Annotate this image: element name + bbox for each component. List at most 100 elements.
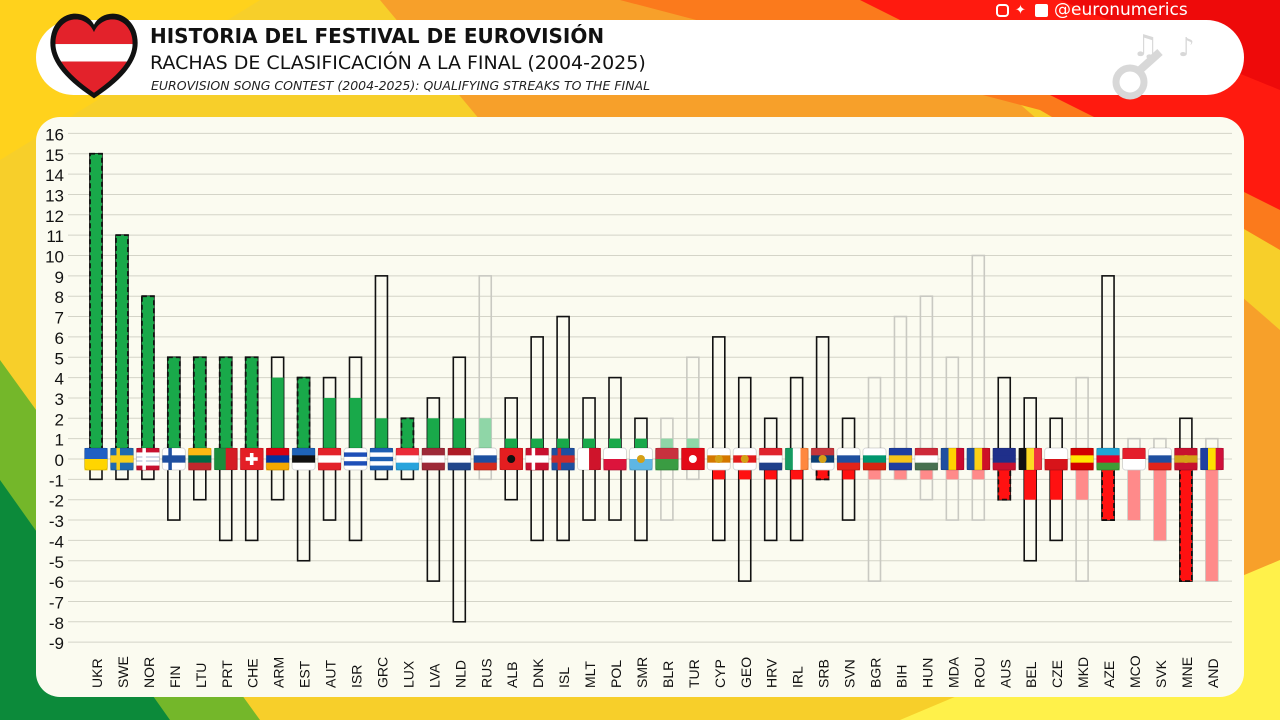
y-tick-label: 11 — [46, 227, 64, 246]
flag-icon-ukr — [84, 447, 108, 471]
flag-stripe — [369, 452, 393, 458]
flag-stripe — [1122, 448, 1146, 460]
y-tick-label: 3 — [55, 390, 64, 409]
flag-stripe — [733, 462, 757, 471]
flag-stripe — [966, 448, 975, 470]
x-tick-label: MLT — [582, 661, 598, 688]
flag-icon-est — [291, 447, 316, 471]
flag-border — [888, 447, 913, 471]
flag-icon-mkd — [1070, 447, 1095, 471]
y-tick-label: 2 — [55, 410, 64, 429]
x-tick-label: EST — [297, 660, 313, 688]
current-streak-bar — [323, 397, 336, 459]
flag-icon-arm — [265, 447, 290, 471]
flag-stripe — [292, 448, 316, 456]
flag-icon-bgr — [862, 447, 887, 471]
max-qualifying-streak-bar — [556, 315, 570, 460]
max-qualifying-streak-bar — [945, 356, 960, 460]
flag-stripe — [421, 448, 445, 456]
flag-icon-lva — [421, 447, 446, 471]
music-notes-icon: ♫ ♪ — [1112, 29, 1195, 100]
flag-border — [628, 447, 653, 471]
x-tick-label: SVN — [842, 659, 858, 688]
flag-stripe — [136, 461, 160, 466]
x-tick-label: NLD — [452, 660, 468, 688]
flag-stripe — [837, 462, 861, 471]
flag-stripe — [136, 448, 160, 453]
instagram-icon[interactable] — [996, 3, 1009, 17]
flag-border — [265, 447, 290, 471]
y-tick-label: -5 — [49, 553, 64, 572]
flag-emblem — [688, 455, 697, 463]
flag-border — [1070, 447, 1095, 471]
flag-border — [836, 447, 861, 471]
flag-stripe — [1200, 448, 1209, 470]
x-tick-label: POL — [608, 660, 624, 688]
flag-icon-swe — [109, 447, 134, 471]
x-tick-label: DNK — [530, 658, 546, 688]
flag-emblem — [818, 455, 827, 463]
flag-icon-rou — [966, 447, 991, 471]
flag-stripe — [811, 448, 835, 456]
flag-stripe — [863, 448, 886, 456]
x-tick-label: LTU — [193, 663, 209, 688]
flag-border — [187, 447, 212, 471]
flag-icon-cze — [1044, 447, 1069, 471]
chart-panel — [36, 117, 1244, 697]
bluesky-icon[interactable]: ✦ — [1015, 2, 1026, 18]
flag-stripe — [837, 448, 861, 456]
flag-stripe — [447, 455, 471, 463]
flag-stripe — [188, 455, 212, 463]
flag-border — [940, 447, 965, 471]
flag-border — [1147, 447, 1172, 471]
social-handle[interactable]: @euronumerics — [1054, 0, 1188, 20]
flag-stripe — [1044, 448, 1068, 460]
y-tick-label: 7 — [55, 309, 64, 328]
current-streak-bar — [271, 377, 284, 459]
y-tick-label: -2 — [49, 492, 64, 511]
flag-stripe — [421, 455, 445, 463]
flag-icon-tur — [680, 447, 705, 471]
flag-border — [1096, 447, 1121, 471]
flag-border — [680, 447, 705, 471]
flag-stripe — [1148, 462, 1172, 471]
flag-stripe — [1174, 448, 1198, 456]
flag-stripe — [1096, 455, 1120, 463]
flag-stripe — [421, 462, 445, 471]
chart-subtitle: RACHAS DE CLASIFICACIÓN A LA FINAL (2004… — [150, 52, 646, 74]
y-tick-label: -1 — [49, 471, 64, 490]
flag-stripe — [1122, 459, 1146, 471]
current-streak-bar — [1205, 459, 1218, 582]
flag-border — [109, 447, 134, 471]
flag-icon-bel — [1018, 447, 1043, 471]
x-tick-label: SMR — [634, 657, 650, 688]
flag-border — [603, 447, 627, 471]
x-tick-label: RUS — [478, 658, 494, 688]
flag-stripe — [369, 465, 393, 471]
flag-cross — [110, 457, 134, 461]
flag-stripe — [655, 459, 679, 471]
flag-stripe — [188, 462, 212, 471]
flag-icon-bih — [888, 447, 913, 471]
y-tick-label: 14 — [45, 166, 64, 185]
flag-icon-fin — [161, 447, 186, 471]
flag-border — [447, 447, 472, 471]
current-streak-bar — [1128, 459, 1140, 521]
flag-stripe — [837, 455, 861, 463]
flag-stripe — [266, 462, 290, 471]
x-tick-label: CHE — [245, 658, 261, 688]
x-tick-label: HUN — [919, 658, 935, 688]
flag-stripe — [551, 462, 575, 471]
flag-border — [992, 447, 1017, 471]
flag-stripe — [974, 448, 983, 470]
x-tick-label: BLR — [660, 661, 676, 688]
facebook-icon[interactable] — [1035, 3, 1048, 17]
max-non-qualifying-streak-bar — [296, 458, 311, 562]
y-tick-label: 16 — [45, 125, 64, 144]
x-tick-label: LVA — [426, 663, 442, 688]
flag-stripe — [292, 462, 316, 471]
flag-stripe — [982, 448, 991, 470]
flag-border — [473, 447, 498, 471]
flag-border — [317, 447, 342, 471]
